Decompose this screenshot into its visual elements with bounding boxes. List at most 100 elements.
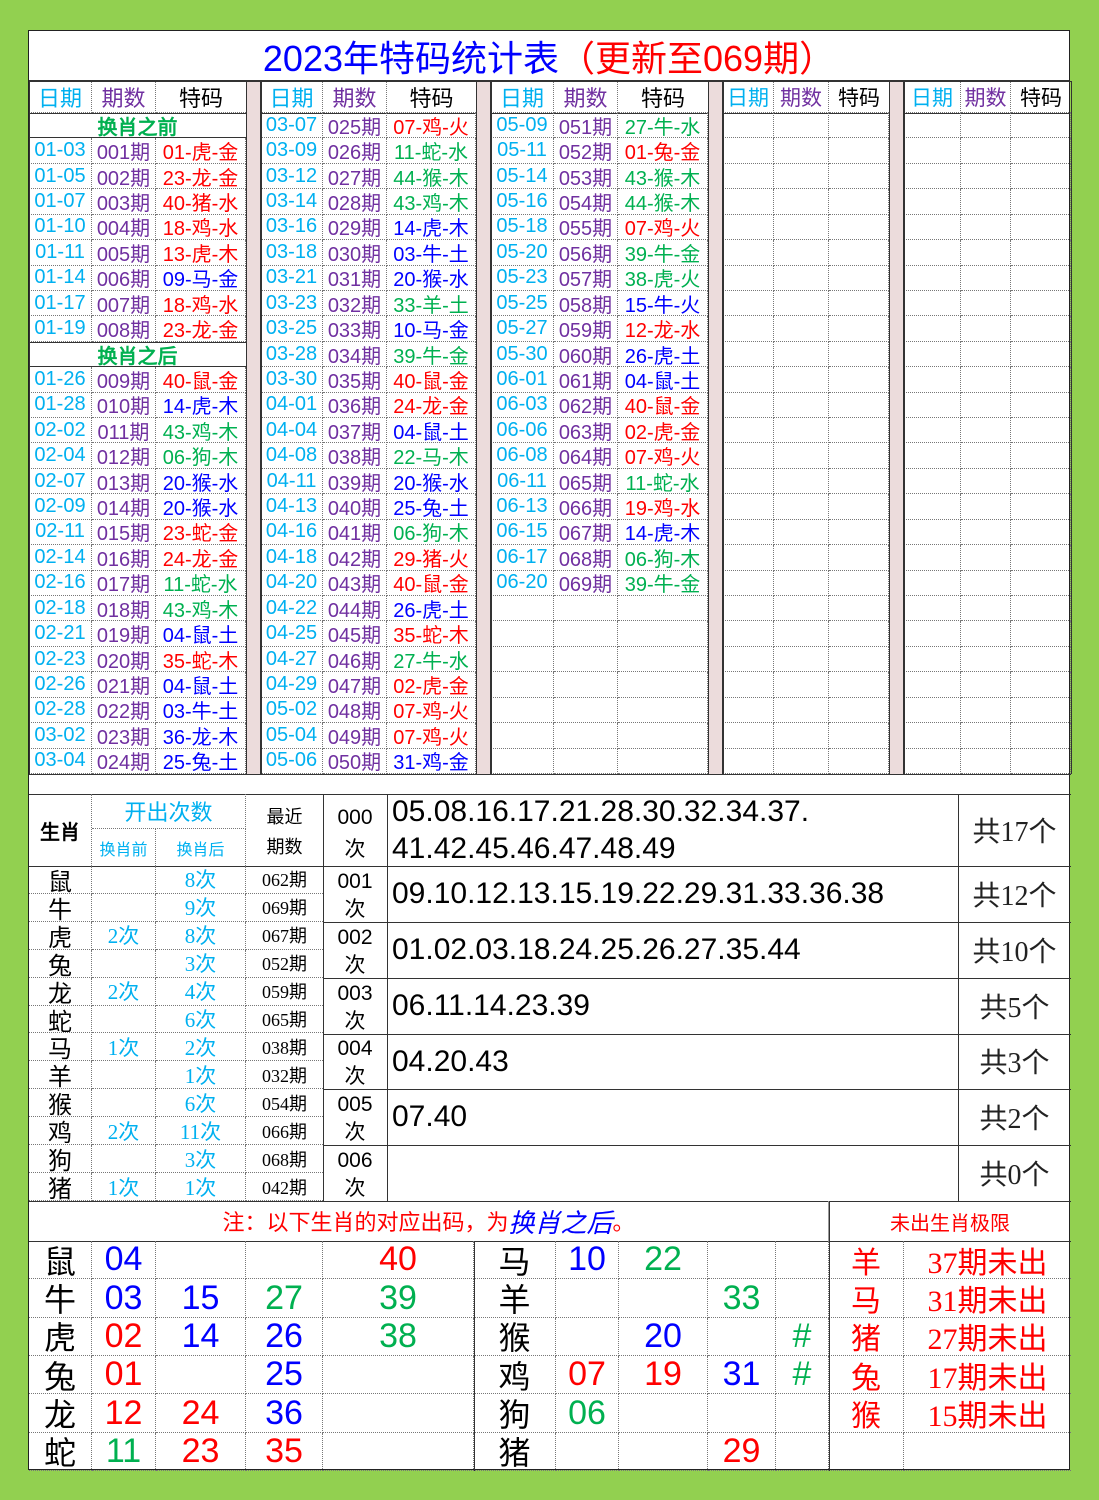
recent-issue: 032期 xyxy=(246,1061,323,1090)
record-date: 04-11 xyxy=(261,468,323,495)
numbers-line: 04.20.43 xyxy=(392,1044,509,1078)
record-issue xyxy=(774,418,829,444)
times-unit: 次 xyxy=(344,838,366,861)
record-issue xyxy=(554,697,618,724)
record-date xyxy=(723,392,774,419)
count-after: 9次 xyxy=(156,893,246,922)
record-code xyxy=(618,723,708,749)
drawn-number: 07 xyxy=(556,1356,619,1395)
numbers-line: 09.10.12.13.15.19.22.29.31.33.36.38 xyxy=(392,877,885,911)
record-issue xyxy=(774,545,829,571)
extreme-zodiac: 兔 xyxy=(829,1356,904,1395)
numbers-line: 01.02.03.18.24.25.26.27.35.44 xyxy=(392,932,801,966)
record-date: 05-14 xyxy=(491,163,554,190)
count-after: 3次 xyxy=(156,949,246,978)
header-date: 日期 xyxy=(29,81,92,113)
record-issue xyxy=(961,519,1011,546)
drawn-number xyxy=(708,1394,776,1433)
extreme-title: 未出生肖极限 xyxy=(890,1212,1010,1235)
drawn-number xyxy=(619,1279,708,1318)
record-code: 43-鸡-木 xyxy=(156,418,246,444)
drawn-number: 03 xyxy=(92,1279,156,1318)
record-issue xyxy=(774,341,829,368)
record-code xyxy=(829,570,889,597)
record-code: 36-龙-木 xyxy=(156,723,246,749)
record-code xyxy=(618,646,708,673)
record-code xyxy=(829,113,889,139)
zodiac-label: 牛 xyxy=(29,1279,92,1318)
record-code xyxy=(1011,290,1071,317)
extreme-zodiac xyxy=(829,1432,904,1471)
record-issue: 049期 xyxy=(323,723,387,749)
note: 注：以下生肖的对应出码，为 换肖之后。 xyxy=(29,1201,829,1241)
drawn-number xyxy=(776,1394,829,1433)
header-underline xyxy=(261,113,476,114)
record-issue: 058期 xyxy=(554,290,618,317)
recent-issue: 067期 xyxy=(246,922,323,950)
block-border xyxy=(261,81,262,774)
record-code: 23-蛇-金 xyxy=(156,519,246,546)
record-issue: 014期 xyxy=(92,494,156,520)
numbers-list: 05.08.16.17.21.28.30.32.34.37. 41.42.45.4… xyxy=(387,794,958,866)
count-after: 2次 xyxy=(156,1033,246,1062)
record-code xyxy=(829,468,889,495)
record-code: 11-蛇-水 xyxy=(156,570,246,597)
record-code xyxy=(1011,443,1071,469)
record-issue xyxy=(961,214,1011,241)
record-date xyxy=(904,316,961,342)
record-code: 44-猴-木 xyxy=(387,163,476,190)
record-date: 06-08 xyxy=(491,443,554,469)
column-separator xyxy=(246,81,261,774)
record-issue xyxy=(774,570,829,597)
stats-divider xyxy=(387,794,388,1201)
count-after: 6次 xyxy=(156,1089,246,1118)
record-date: 05-04 xyxy=(261,723,323,749)
drawn-number: 31 xyxy=(708,1356,776,1395)
record-code xyxy=(829,189,889,215)
record-date: 04-04 xyxy=(261,418,323,444)
record-date xyxy=(904,697,961,724)
record-code xyxy=(829,545,889,571)
column-separator xyxy=(476,81,491,774)
record-issue: 010期 xyxy=(92,392,156,419)
record-issue: 011期 xyxy=(92,418,156,444)
zodiac-label: 鸡 xyxy=(474,1356,556,1395)
record-date xyxy=(723,341,774,368)
record-date: 05-18 xyxy=(491,214,554,241)
record-issue: 018期 xyxy=(92,596,156,622)
record-date: 04-01 xyxy=(261,392,323,419)
record-issue: 065期 xyxy=(554,468,618,495)
record-code: 14-虎-木 xyxy=(618,519,708,546)
record-issue xyxy=(554,723,618,749)
record-issue: 050期 xyxy=(323,748,387,774)
group-divider xyxy=(323,866,1071,867)
zodiac-label: 龙 xyxy=(29,1394,92,1433)
record-code: 01-虎-金 xyxy=(156,138,246,164)
record-issue: 034期 xyxy=(323,341,387,368)
record-code xyxy=(1011,392,1071,419)
record-code xyxy=(829,163,889,190)
times-number: 004 xyxy=(337,1037,373,1061)
record-issue xyxy=(554,621,618,647)
header-date: 日期 xyxy=(491,81,554,113)
numbers-line: 41.42.45.46.47.48.49 xyxy=(392,832,676,865)
record-code xyxy=(829,443,889,469)
record-issue xyxy=(774,519,829,546)
zodiac-name: 兔 xyxy=(29,949,92,978)
record-date xyxy=(904,596,961,622)
times-number: 003 xyxy=(337,981,373,1005)
title-sub: （更新至069期） xyxy=(559,37,836,79)
drawn-number xyxy=(776,1241,829,1280)
block-border xyxy=(476,81,477,774)
record-date xyxy=(723,240,774,266)
record-code xyxy=(829,367,889,393)
record-code xyxy=(829,138,889,164)
table-bottom xyxy=(29,774,1071,775)
record-date xyxy=(723,189,774,215)
record-issue xyxy=(961,621,1011,647)
record-issue xyxy=(554,596,618,622)
record-issue: 032期 xyxy=(323,290,387,317)
drawn-number: 23 xyxy=(156,1432,246,1471)
record-code xyxy=(829,290,889,317)
record-date xyxy=(904,189,961,215)
